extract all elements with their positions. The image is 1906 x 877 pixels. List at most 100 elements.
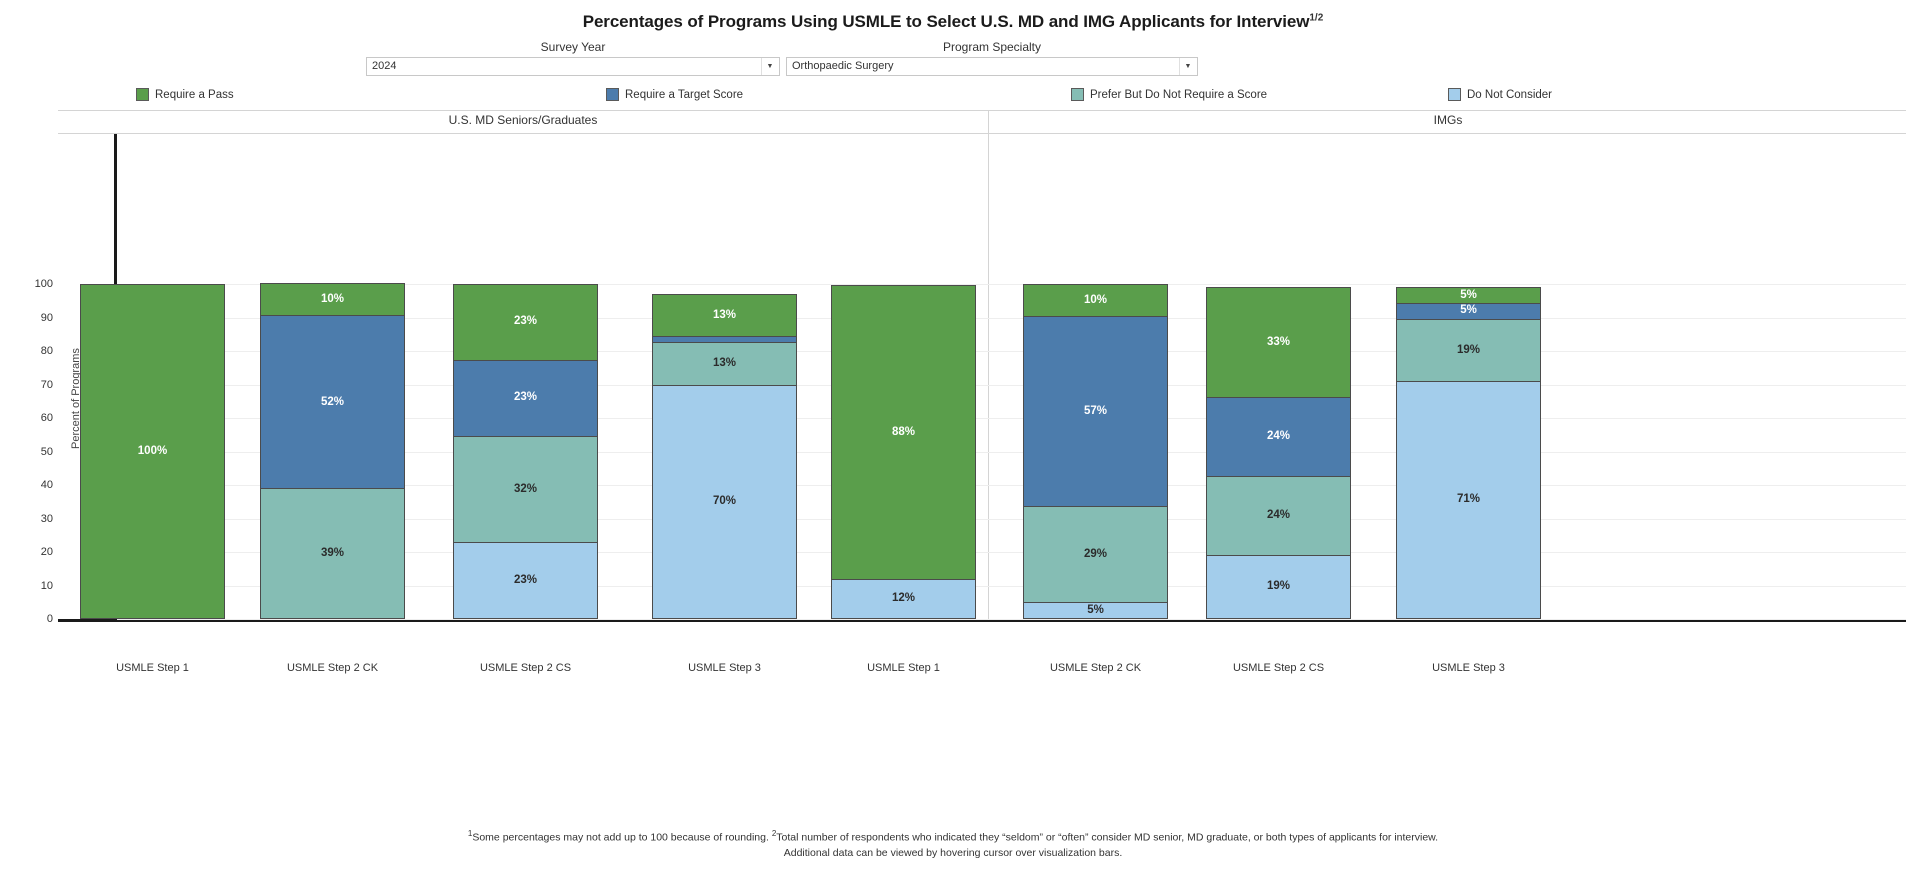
legend-item-4[interactable]: Do Not Consider [1448, 88, 1552, 101]
x-axis-tick-label: USMLE Step 1 [116, 662, 189, 674]
gridline [117, 619, 1906, 620]
stacked-bar: 23% 32% 23% 23% [453, 283, 598, 619]
bar-segment-label: 5% [1087, 603, 1104, 616]
bar-segment[interactable]: 10% [260, 282, 405, 317]
y-axis-tick-label: 0 [46, 613, 53, 625]
bar-segment[interactable]: 23% [453, 359, 598, 437]
legend-item-label: Prefer But Do Not Require a Score [1090, 88, 1268, 101]
x-axis-tick-label: USMLE Step 3 [688, 662, 761, 674]
bar-segment[interactable]: 100% [80, 284, 225, 619]
footnote-text-1b: Total number of respondents who indicate… [776, 831, 1439, 844]
x-axis-tick-label: USMLE Step 2 CK [1049, 662, 1142, 674]
bar-segment[interactable]: 39% [260, 488, 405, 619]
panel-header-row: U.S. MD Seniors/Graduates IMGs [58, 110, 1906, 134]
bar-segment-label: 100% [137, 444, 168, 457]
y-axis-tick-label: 80 [40, 345, 53, 357]
y-axis-tick-label: 40 [40, 479, 53, 491]
x-axis-tick-label: USMLE Step 2 CS [1232, 662, 1325, 674]
gridline [117, 317, 1906, 319]
bar-segment[interactable]: 70% [652, 384, 797, 619]
chevron-down-icon[interactable]: ▼ [761, 58, 778, 75]
footnote-mark-1: 1 [467, 829, 473, 838]
bar-segment-label: 33% [1266, 335, 1291, 348]
bar-segment[interactable]: 29% [1023, 506, 1168, 604]
x-axis-line [58, 619, 1906, 622]
filter-bar: Survey Year 2024 ▼ Program Specialty Ort… [0, 40, 1906, 84]
stacked-bar: 100% [80, 284, 225, 619]
legend-item-2[interactable]: Require a Target Score [606, 88, 743, 101]
y-axis-tick-label: 70 [40, 378, 53, 391]
chevron-down-icon[interactable]: ▼ [1179, 58, 1196, 75]
panel-header-us-md: U.S. MD Seniors/Graduates [448, 113, 598, 127]
bar-segment-label: 52% [320, 395, 345, 408]
legend-item-3[interactable]: Prefer But Do Not Require a Score [1071, 88, 1267, 101]
bar-segment-label: 19% [1266, 580, 1291, 593]
stacked-bar: 71% 19% 5% 5% [1396, 287, 1541, 619]
bar-segment-label: 19% [1456, 343, 1481, 356]
bar-segment[interactable]: 23% [453, 541, 598, 619]
gridline [117, 418, 1906, 419]
bar-segment[interactable]: 71% [1396, 381, 1541, 619]
bar-segment[interactable]: 52% [260, 315, 405, 490]
bar-segment[interactable]: 5% [1396, 287, 1541, 304]
stacked-bar: 5% 29% 57% 10% [1023, 283, 1168, 619]
bar-segment[interactable]: 19% [1206, 555, 1351, 619]
plot-region: 0 10 20 30 40 50 60 70 80 90 100 Percent of Program… [35, 134, 1906, 674]
bar-segment[interactable]: 5% [1023, 602, 1168, 619]
survey-year-value: 2024 [372, 60, 397, 72]
legend-swatch-icon [1071, 88, 1084, 101]
gridline [117, 585, 1906, 587]
y-axis-tick-label: 10 [40, 579, 53, 592]
x-axis-tick-label: USMLE Step 2 CK [286, 662, 379, 674]
footnote-line-1: 1Some percentages may not add up to 100 … [0, 826, 1906, 846]
bar-segment[interactable]: 24% [1206, 396, 1351, 477]
bar-segment[interactable]: 23% [453, 283, 598, 361]
filter-program-specialty: Program Specialty Orthopaedic Surgery ▼ [786, 40, 1198, 76]
bar-segment[interactable]: 10% [1023, 283, 1168, 318]
legend-item-label: Require a Target Score [625, 88, 744, 101]
program-specialty-dropdown[interactable]: Orthopaedic Surgery ▼ [786, 57, 1198, 76]
survey-year-dropdown[interactable]: 2024 ▼ [366, 57, 780, 76]
filter-survey-year: Survey Year 2024 ▼ [366, 40, 780, 76]
x-axis-tick-label: USMLE Step 1 [867, 662, 940, 674]
bar-segment[interactable]: 33% [1206, 287, 1351, 398]
bar-segment[interactable]: 12% [831, 578, 976, 619]
bar-segment[interactable]: 88% [831, 285, 976, 580]
bar-segment-label: 23% [513, 391, 538, 404]
bar-segment-label: 88% [891, 425, 916, 438]
bar-segment-label: 57% [1083, 404, 1108, 417]
footnote-text-1a: Some percentages may not add up to 100 b… [472, 831, 769, 844]
gridline [117, 451, 1906, 453]
bar-segment[interactable]: 19% [1396, 318, 1541, 383]
bar-segment[interactable] [652, 336, 797, 343]
y-axis-tick-label: 60 [40, 412, 53, 424]
panel-divider [988, 110, 989, 622]
bar-segment[interactable]: 32% [453, 435, 598, 543]
bar-segment[interactable]: 24% [1206, 475, 1351, 557]
legend-swatch-icon [1448, 88, 1461, 101]
bar-segment-label: 71% [1456, 493, 1481, 506]
bar-segment[interactable]: 13% [652, 341, 797, 386]
bar-segment-label: 10% [1083, 293, 1108, 306]
legend-item-label: Require a Pass [155, 88, 234, 101]
legend-swatch-icon [136, 88, 149, 101]
bar-segment[interactable]: 5% [1396, 302, 1541, 320]
legend-item-1[interactable]: Require a Pass [136, 88, 234, 101]
bar-segment-label: 5% [1460, 288, 1477, 301]
bar-segment-label: 32% [513, 482, 538, 495]
bar-segment-label: 29% [1083, 547, 1108, 560]
stacked-bar: 19% 24% 24% 33% [1206, 287, 1351, 619]
gridline [117, 518, 1906, 520]
legend-swatch-icon [606, 88, 619, 101]
bar-segment-label: 10% [320, 292, 345, 305]
bar-segment[interactable]: 13% [652, 293, 797, 338]
y-axis-tick-label: 90 [40, 311, 53, 324]
bar-segment-label: 24% [1266, 430, 1291, 443]
y-axis-tick-label: 30 [40, 512, 53, 525]
x-axis-tick-label: USMLE Step 2 CS [479, 662, 572, 674]
bar-segment[interactable]: 57% [1023, 316, 1168, 508]
legend-item-label: Do Not Consider [1467, 88, 1553, 101]
stacked-bar: 70% 13% 13% [652, 293, 797, 619]
page-title-superscript: 1/2 [1309, 12, 1324, 24]
bar-segment-label: 13% [712, 308, 737, 321]
